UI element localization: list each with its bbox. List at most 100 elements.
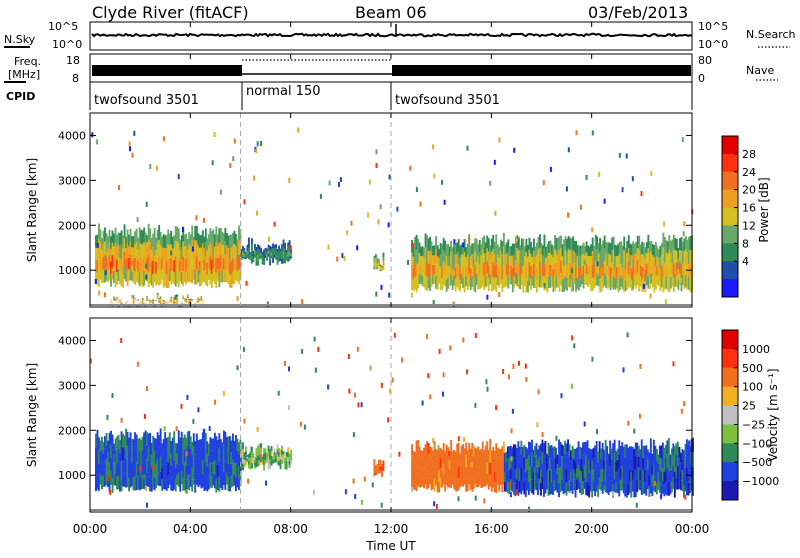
power-cell <box>490 251 493 265</box>
power-speckle <box>682 231 685 237</box>
power-cell <box>426 249 428 263</box>
velocity-cell <box>511 458 514 470</box>
power-cell <box>167 258 170 274</box>
velocity-speckle <box>573 343 576 349</box>
velocity-cell <box>412 480 415 490</box>
velocity-cell <box>182 464 185 478</box>
power-cell <box>627 235 630 249</box>
power-cell <box>450 251 453 263</box>
power-cell <box>376 263 379 267</box>
power-cell <box>272 248 274 254</box>
velocity-cell <box>161 455 164 468</box>
power-cell <box>582 265 585 278</box>
velocity-cell <box>588 460 591 473</box>
power-cell <box>275 255 277 260</box>
velocity-cell <box>281 459 283 465</box>
power-cell <box>412 268 415 280</box>
velocity-cell <box>487 469 490 480</box>
velocity-cell <box>108 462 111 478</box>
velocity-speckle <box>256 427 259 432</box>
power-cell <box>581 274 583 284</box>
power-cell <box>242 252 244 256</box>
colorbar-swatch <box>722 207 738 226</box>
power-cell <box>639 265 642 276</box>
velocity-cell <box>376 471 379 474</box>
power-cell <box>642 243 645 255</box>
colorbar-tick-label: 8 <box>742 237 749 250</box>
power-cell <box>198 248 201 261</box>
power-cell <box>484 253 487 265</box>
power-cell <box>146 235 149 247</box>
power-cell <box>261 258 264 262</box>
velocity-cell <box>120 476 123 492</box>
velocity-speckle <box>259 453 262 459</box>
power-data <box>90 113 694 307</box>
velocity-cell <box>559 467 562 480</box>
velocity-cell <box>692 452 694 467</box>
velocity-speckle <box>537 389 540 395</box>
power-speckle <box>162 136 165 142</box>
power-cell <box>469 256 472 268</box>
power-speckle <box>567 212 570 218</box>
velocity-cell <box>123 474 126 487</box>
power-cell <box>123 224 126 238</box>
velocity-cell <box>194 467 197 480</box>
velocity-cell <box>379 459 382 464</box>
velocity-cell <box>111 463 114 479</box>
power-cell <box>238 225 240 241</box>
velocity-cell <box>218 447 221 463</box>
power-cell <box>267 244 270 248</box>
power-cell <box>621 256 624 268</box>
velocity-cell <box>264 460 267 465</box>
velocity-cell <box>535 466 538 479</box>
colorbar-swatch <box>722 261 738 280</box>
power-cell <box>608 242 611 254</box>
power-cell <box>104 268 106 283</box>
power-cell <box>558 264 561 278</box>
velocity-speckle <box>421 400 424 406</box>
velocity-cell <box>577 441 580 454</box>
power-cell <box>624 258 627 270</box>
velocity-speckle <box>288 366 290 372</box>
power-cell <box>636 235 639 249</box>
power-cell <box>141 244 144 259</box>
velocity-cell <box>221 466 224 479</box>
power-cell <box>508 246 511 256</box>
velocity-cell <box>537 483 539 495</box>
velocity-cell <box>619 457 622 469</box>
power-speckle <box>229 162 232 168</box>
velocity-cell <box>444 451 447 462</box>
power-cell <box>606 277 609 289</box>
power-speckle <box>583 259 586 265</box>
power-cell <box>447 266 450 278</box>
velocity-cell <box>444 481 447 492</box>
power-speckle <box>236 296 239 302</box>
velocity-cell <box>267 445 270 452</box>
velocity-cell <box>512 444 515 457</box>
power-cell <box>520 261 523 274</box>
velocity-cell <box>537 460 539 473</box>
power-cell <box>232 232 234 246</box>
power-cell <box>111 255 114 268</box>
velocity-cell <box>583 453 586 466</box>
velocity-cell <box>514 457 517 471</box>
velocity-speckle <box>627 420 630 426</box>
velocity-cell <box>642 469 645 482</box>
velocity-cell <box>576 479 578 490</box>
power-cell <box>555 238 558 251</box>
velocity-cell <box>496 456 499 466</box>
velocity-cell <box>574 485 577 498</box>
power-cell <box>164 248 167 261</box>
power-cell <box>426 235 428 250</box>
velocity-cell <box>484 476 487 487</box>
power-cell <box>469 267 472 279</box>
velocity-cell <box>490 450 493 461</box>
power-cell <box>210 273 213 289</box>
power-cell <box>102 243 105 257</box>
velocity-speckle <box>387 417 390 423</box>
velocity-cell <box>579 481 581 493</box>
velocity-cell <box>580 483 583 495</box>
power-cell <box>466 266 469 279</box>
power-cell <box>113 270 115 284</box>
velocity-cell <box>630 472 633 485</box>
